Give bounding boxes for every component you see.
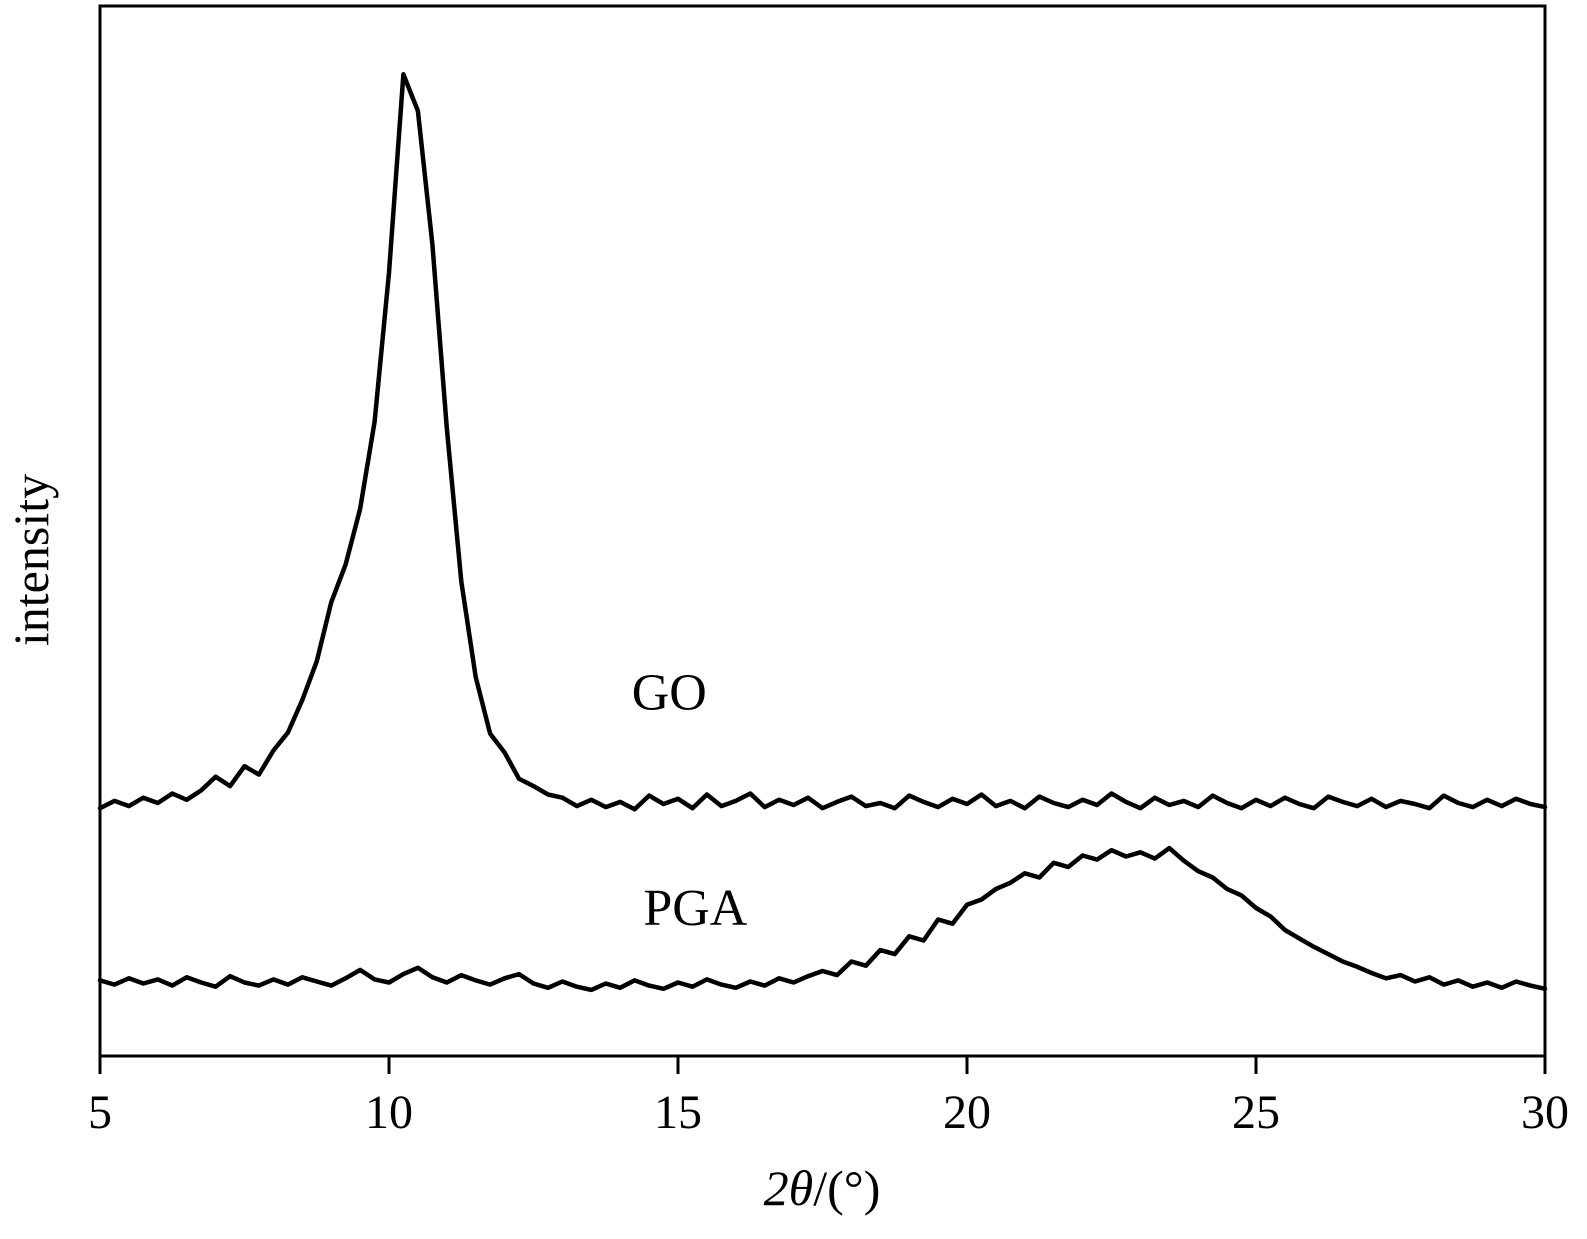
y-axis-label: intensity [3,474,59,646]
curve-go [97,72,1548,812]
series-label-pga: PGA [643,880,747,937]
x-tick-label: 25 [1232,1086,1280,1139]
x-tick-label: 20 [943,1086,991,1139]
curves-layer [97,72,1548,993]
x-axis-label: 2θ/(°) [764,1160,881,1216]
x-ticks [98,1056,1547,1074]
series-label-go: GO [632,665,707,722]
x-tick-label: 15 [654,1086,702,1139]
plot-frame [98,4,1547,1058]
x-tick-label: 5 [88,1086,112,1139]
series-labels: GO PGA [632,665,748,937]
x-tick-labels: 5 10 15 20 25 30 [88,1086,1569,1139]
x-tick-label: 30 [1521,1086,1569,1139]
x-tick-label: 10 [365,1086,413,1139]
curve-pga [97,845,1548,993]
